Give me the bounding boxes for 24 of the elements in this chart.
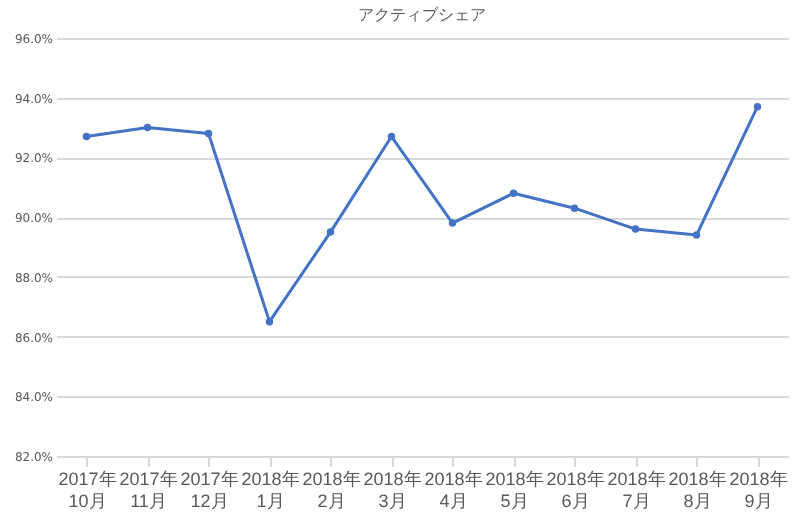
point <box>631 225 640 233</box>
point <box>82 132 91 141</box>
point <box>143 123 152 132</box>
point <box>753 102 762 111</box>
x-tick-label: 2017年11月 <box>119 469 178 511</box>
point <box>570 204 579 212</box>
x-tick-label: 2018年6月 <box>546 469 605 511</box>
x-tick-label: 2018年4月 <box>424 469 483 511</box>
x-tick-label: 2018年8月 <box>668 469 727 511</box>
point <box>326 228 335 236</box>
x-tick-label: 2018年2月 <box>302 469 361 511</box>
x-tick-label: 2018年1月 <box>241 469 300 511</box>
point <box>692 231 701 239</box>
chart-title: アクティブシェア <box>358 6 486 24</box>
x-tick-label: 2017年12月 <box>180 469 239 511</box>
point <box>448 219 457 227</box>
x-tick-label: 2018年3月 <box>363 469 422 511</box>
x-tick-label: 2018年9月 <box>729 469 788 511</box>
x-tick-label: 2018年7月 <box>607 469 666 511</box>
point <box>509 189 518 197</box>
point <box>387 132 396 141</box>
x-tick-label: 2018年5月 <box>485 469 544 511</box>
point <box>204 129 213 138</box>
x-tick-label: 2017年10月 <box>58 469 117 511</box>
